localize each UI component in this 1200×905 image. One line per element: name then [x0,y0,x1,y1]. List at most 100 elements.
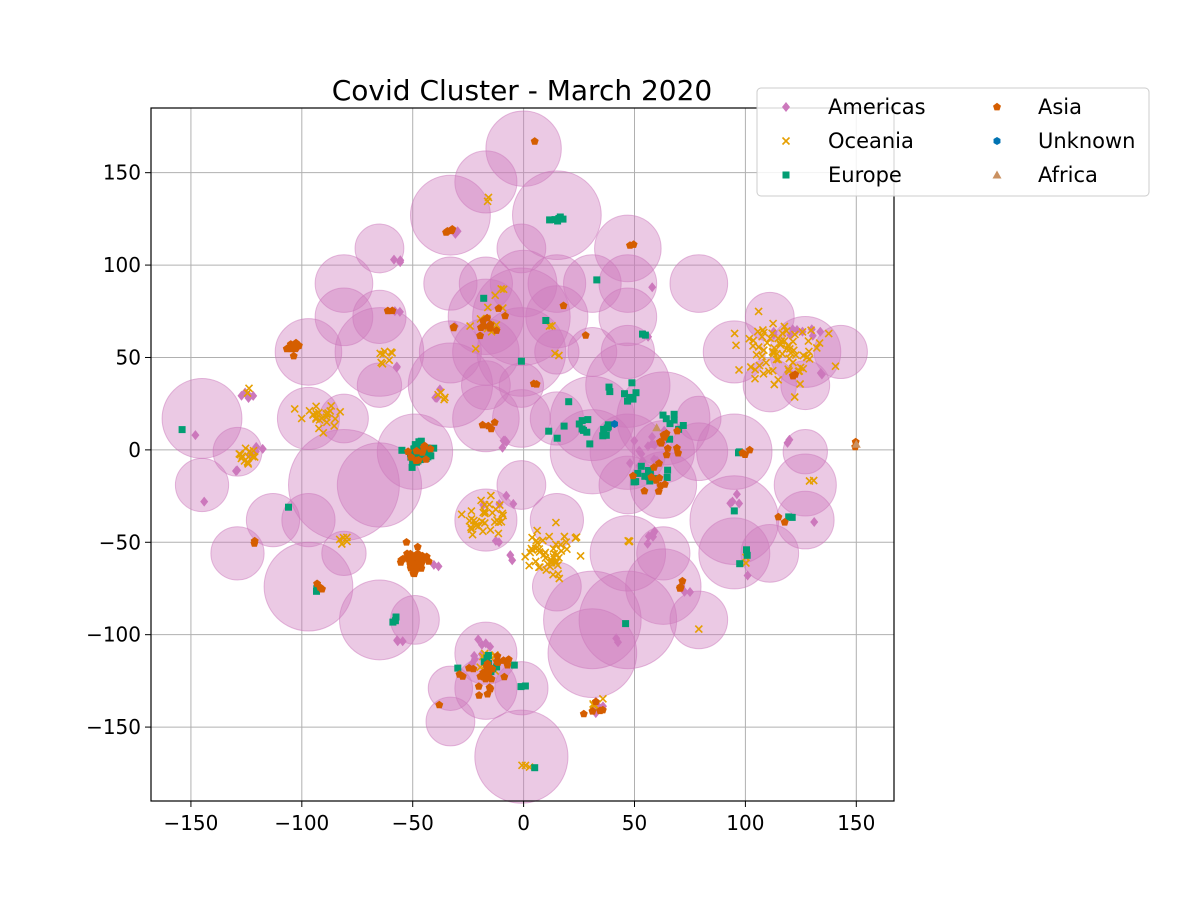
legend: Americas Oceania Europe Asia Unknown Africa [756,87,1150,197]
data-point [243,389,252,398]
data-point [798,327,807,336]
data-point [312,402,321,411]
data-point [319,428,328,437]
data-point [468,530,477,539]
data-point [392,613,400,621]
cluster-bubble [529,492,584,548]
y-tick-label: 100 [103,253,141,277]
data-point [533,526,542,535]
cluster-bubble [321,530,367,577]
series-asia [250,137,860,718]
data-point [258,443,267,454]
data-point [816,368,825,378]
data-point [559,215,567,223]
data-point [596,706,605,715]
data-point [388,306,397,315]
data-point [297,414,306,423]
data-point [529,379,538,388]
data-point [730,329,739,338]
data-point [660,480,669,488]
cluster-bubble [496,460,547,510]
cluster-bubble [563,254,622,313]
data-point [493,663,501,671]
data-point [486,684,495,693]
data-point [664,466,672,474]
cluster-bubble [740,524,800,583]
x-tick-label: −100 [274,811,329,835]
data-point [663,444,672,452]
data-point [621,390,628,398]
cluster-bubble [578,570,678,670]
data-point [660,433,669,441]
data-point [780,336,789,346]
data-point [448,225,457,233]
data-point [547,556,556,565]
data-point [547,321,557,330]
data-point [331,414,340,423]
data-point [553,561,562,570]
data-point [796,379,805,389]
y-tick-label: −50 [99,530,141,554]
data-point [492,320,501,329]
cluster-bubble [549,409,636,495]
data-point [646,477,654,485]
bubble-layer [161,110,868,804]
data-point [517,357,525,365]
data-point [593,276,601,284]
data-point [435,700,444,709]
data-point [769,319,778,328]
data-point [789,371,798,380]
data-point [611,420,618,428]
data-point [492,326,501,334]
cluster-bubble [669,590,729,650]
data-point [408,463,416,471]
data-point [479,316,488,325]
data-point [501,311,510,320]
data-point [407,453,416,461]
data-point [498,509,507,518]
data-point [497,284,506,293]
data-point [758,332,767,341]
data-point [541,554,550,563]
data-point [380,347,389,356]
data-point [791,351,800,360]
x-tick-label: −150 [163,811,218,835]
legend-entry-unknown: Unknown [993,129,1135,153]
data-point [491,291,500,300]
data-point [662,415,670,423]
data-point [730,507,738,515]
data-point [492,657,501,665]
data-point [545,532,554,541]
data-point [550,349,560,358]
data-point [805,476,814,486]
data-point [810,517,819,527]
data-point [774,355,783,364]
data-point [576,551,585,560]
y-tick-label: 0 [128,438,141,462]
cluster-bubble [407,342,494,428]
data-point [588,707,597,715]
data-point [467,507,476,516]
data-point [244,384,254,393]
data-point [759,346,768,355]
data-point [648,431,657,442]
data-point [606,388,614,396]
data-point [392,361,401,372]
data-point [499,285,508,294]
data-point [768,347,777,356]
data-point [556,540,565,549]
data-point [790,330,799,339]
legend-entry-asia: Asia [993,95,1082,119]
data-point [312,409,321,418]
data-point [509,498,518,509]
data-point [673,426,682,435]
data-point [759,328,768,337]
cluster-bubble [773,453,837,517]
data-point [831,362,840,371]
data-point [551,216,559,224]
data-point [535,563,544,572]
data-point [531,557,540,566]
legend-marker [993,102,1001,111]
data-point [741,450,749,458]
